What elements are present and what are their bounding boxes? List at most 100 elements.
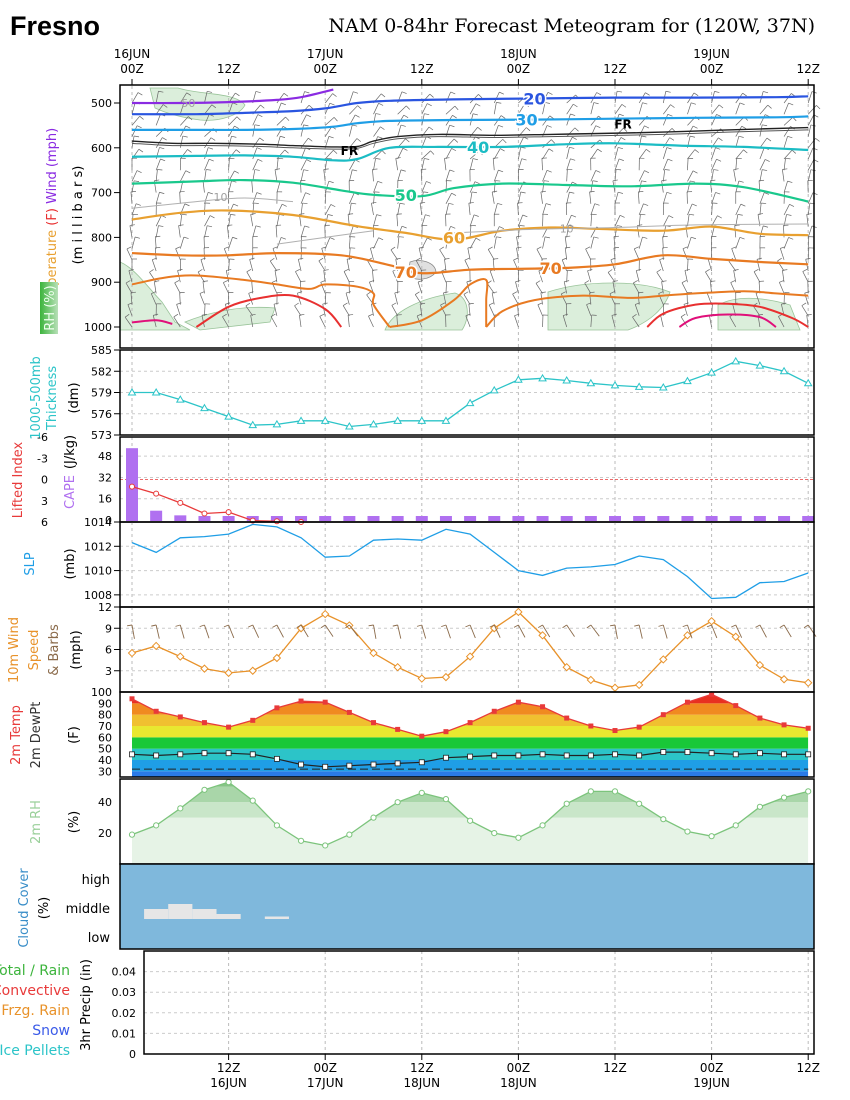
2m-temp-point: [733, 703, 739, 709]
wind-barb-flag: [737, 214, 743, 216]
wind-barb-flag: [645, 149, 651, 153]
wind-barb: [343, 271, 350, 283]
wind-barb-flag: [710, 280, 716, 282]
2m-rh-point: [153, 822, 160, 829]
temp-band: [132, 771, 809, 777]
2m-rh-point: [636, 800, 643, 807]
2m-rh-point: [515, 834, 522, 841]
wind-barb: [465, 315, 471, 328]
wind-barb-flag: [424, 158, 430, 160]
wind-barb: [349, 236, 351, 249]
precip-legend-item: Snow: [32, 1023, 70, 1039]
wind-barb: [632, 316, 640, 328]
middle-cloud-bar: [144, 909, 169, 919]
wind-barb: [179, 191, 181, 204]
2m-temp-point: [515, 699, 521, 705]
wind-barb: [735, 102, 741, 115]
wind-barb-flag: [342, 302, 348, 306]
surface-wind-barb: [518, 624, 526, 638]
2m-dewpt-point: [249, 751, 256, 758]
wind-barb-flag: [354, 114, 360, 118]
wind-barb-flag: [471, 191, 477, 194]
wind-barb: [734, 225, 737, 238]
wind-barb-flag: [689, 213, 695, 216]
wind-barb-flag: [443, 291, 449, 294]
wind-barb: [637, 191, 640, 204]
wind-barb-flag: [715, 192, 721, 195]
wind-barb: [204, 225, 208, 238]
wind-barb-flag: [572, 136, 577, 140]
wind-barb: [783, 149, 793, 160]
wind-barb: [228, 158, 230, 171]
2m-temp-point: [201, 720, 207, 726]
rh-contour: [276, 230, 374, 245]
wind-barb-flag: [738, 180, 744, 183]
wind-barb-flag: [716, 158, 722, 162]
wind-barb: [225, 270, 229, 283]
wind-barb-flag: [226, 269, 232, 271]
y-tick-label: 3: [105, 665, 112, 678]
data-point: [634, 680, 644, 690]
wind-barb-flag: [320, 280, 326, 283]
2m-dewpt-point: [298, 761, 304, 768]
wind-barb: [131, 170, 138, 182]
wind-barb: [755, 293, 761, 305]
top-time-label: 00Z: [700, 62, 724, 76]
wind-barb: [614, 169, 617, 182]
wind-barb: [421, 214, 426, 227]
data-point: [683, 631, 692, 640]
wind-barb-flag: [285, 116, 290, 121]
wind-barb-flag: [815, 138, 820, 142]
wind-barb: [370, 248, 374, 260]
data-point: [417, 674, 427, 683]
lifted-index-point: [129, 483, 135, 490]
wind-barb: [779, 282, 785, 294]
surface-wind-barb-flag: [706, 624, 712, 628]
middle-cloud-bar: [216, 914, 241, 919]
wind-barb-flag: [159, 191, 165, 194]
wind-barb-flag: [757, 314, 764, 316]
thickness-plot: [127, 356, 813, 430]
wind-barb: [397, 169, 402, 182]
cape-tick-label: 48: [98, 450, 112, 463]
wind-barb: [735, 203, 742, 216]
wind-barb-flag: [400, 169, 406, 172]
surface-wind-barb: [300, 624, 309, 638]
wind-barb-flag: [136, 125, 142, 129]
wind-barb-flag: [281, 237, 286, 240]
wind-barb-flag: [551, 139, 555, 144]
precip-tick-label: 0.02: [112, 1007, 137, 1020]
contour-70f-low: [131, 274, 391, 328]
wind-barb: [492, 158, 495, 171]
contour-70f: [131, 251, 809, 275]
temp-tick-label: 80: [98, 709, 112, 722]
wind-barb: [300, 114, 307, 126]
wind-barb-flag: [128, 268, 134, 271]
wind-barb: [709, 180, 712, 193]
2m-rh-point: [273, 822, 280, 829]
wind-barb: [806, 315, 809, 328]
wind-barb: [371, 303, 374, 316]
wind-barb-flag: [691, 236, 697, 240]
bottom-time-label: 00Z: [507, 1061, 531, 1075]
y-tick-label: 900: [91, 276, 112, 289]
top-time-label: 12Z: [796, 62, 820, 76]
wind-barb: [469, 150, 480, 160]
2m-rh-point: [660, 816, 667, 823]
2m-dewpt-point: [636, 752, 643, 759]
wind-barb: [125, 282, 133, 294]
rh2m-panel: 40 20 2m RH (%): [29, 778, 815, 865]
wind-barb-flag: [134, 135, 140, 138]
top-time-label: 12Z: [603, 62, 627, 76]
wind-barb-flag: [680, 313, 686, 318]
cape-bar: [222, 516, 235, 521]
wind-barb: [662, 158, 669, 171]
wind-barb: [154, 236, 157, 249]
temp2m-unit: (F): [67, 726, 82, 744]
wind-barb-flag: [308, 137, 313, 142]
contour-label: 40: [467, 138, 489, 157]
wind-barb: [807, 91, 813, 104]
data-point: [320, 609, 330, 619]
wind-barb: [251, 281, 254, 294]
2m-dewpt-point: [394, 760, 401, 767]
